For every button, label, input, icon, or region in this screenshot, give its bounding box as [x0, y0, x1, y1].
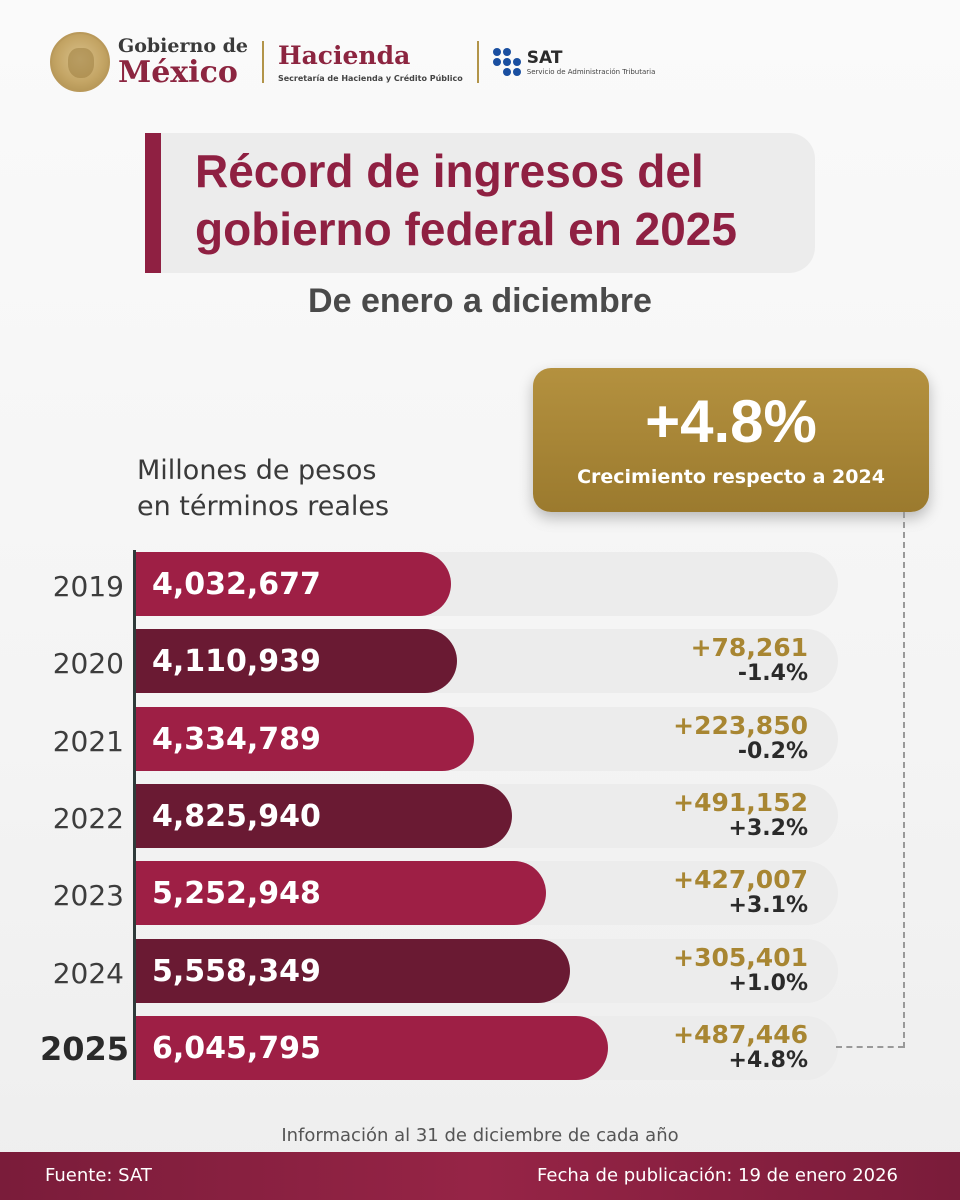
header-logos: Gobierno de México Hacienda Secretaría d…	[50, 30, 655, 94]
delta-absolute: +305,401	[673, 942, 808, 972]
bar-value-label: 4,032,677	[152, 567, 321, 602]
footer-source: Fuente: SAT	[45, 1165, 152, 1186]
sat-line2: Servicio de Administración Tributaria	[526, 68, 656, 76]
sat-dots-icon	[492, 48, 521, 76]
chart-row: 2020 4,110,939 +78,261 -1.4%	[0, 629, 960, 694]
year-label: 2019	[52, 570, 124, 603]
units-line2: en términos reales	[137, 491, 390, 522]
delta-annotation: +427,007 +3.1%	[673, 867, 808, 919]
units-line1: Millones de pesos	[137, 455, 377, 486]
bar-value-label: 5,558,349	[152, 953, 321, 989]
delta-absolute: +487,446	[673, 1019, 808, 1049]
bar-value-label: 4,334,789	[152, 721, 321, 757]
revenue-bar	[136, 706, 475, 771]
hacienda-line2: Secretaría de Hacienda y Crédito Público	[277, 74, 463, 83]
logo-divider	[476, 41, 479, 83]
logo-divider	[261, 41, 264, 83]
year-label: 2022	[52, 801, 124, 835]
revenue-bar	[136, 783, 513, 848]
delta-percent: -0.2%	[737, 738, 808, 764]
year-label: 2024	[52, 956, 124, 990]
delta-percent: +3.2%	[728, 815, 808, 841]
growth-value: +4.8%	[645, 388, 817, 455]
sat-line1: SAT	[526, 48, 563, 68]
delta-annotation: +78,261 -1.4%	[691, 635, 808, 687]
year-label: 2023	[52, 879, 124, 913]
chart-row: 2021 4,334,789 +223,850 -0.2%	[0, 706, 960, 771]
title-accent-bar	[145, 133, 161, 273]
delta-percent: +1.0%	[728, 970, 808, 996]
chart-row: 2023 5,252,948 +427,007 +3.1%	[0, 861, 960, 926]
bar-value-label: 4,110,939	[152, 644, 321, 680]
delta-annotation: +223,850 -0.2%	[673, 710, 808, 765]
bar-value-label: 6,045,795	[152, 1030, 321, 1066]
connector-line	[903, 512, 905, 1048]
delta-absolute: +78,261	[690, 633, 808, 663]
title-line1: Récord de ingresos del	[195, 145, 704, 197]
footer-date: Fecha de publicación: 19 de enero 2026	[537, 1165, 898, 1186]
bar-value-label: 4,825,940	[152, 798, 321, 834]
bar-value-label: 5,252,948	[152, 876, 321, 912]
hacienda-logo: Hacienda Secretaría de Hacienda y Crédit…	[278, 41, 463, 83]
chart-axis	[133, 550, 136, 1080]
year-label: 2020	[52, 647, 124, 681]
sat-logo: SAT Servicio de Administración Tributari…	[492, 48, 656, 76]
footnote: Información al 31 de diciembre de cada a…	[281, 1125, 679, 1146]
gobierno-line1: Gobierno de	[118, 34, 248, 57]
year-label: 2025	[40, 1029, 130, 1068]
delta-percent: -1.4%	[737, 661, 808, 687]
delta-annotation: +305,401 +1.0%	[673, 942, 808, 997]
hacienda-line1: Hacienda	[277, 41, 411, 70]
delta-percent: +4.8%	[728, 1047, 808, 1073]
chart-row: 2022 4,825,940 +491,152 +3.2%	[0, 783, 960, 848]
footer-bar: Fuente: SAT Fecha de publicación: 19 de …	[0, 1152, 960, 1200]
growth-label: Crecimiento respecto a 2024	[577, 466, 885, 488]
connector-line	[836, 1046, 904, 1048]
revenue-bar	[136, 938, 570, 1003]
delta-absolute: +491,152	[673, 787, 808, 817]
delta-percent: +3.1%	[728, 893, 808, 919]
revenue-bar	[136, 629, 457, 694]
revenue-bar	[136, 861, 546, 926]
delta-absolute: +427,007	[673, 865, 808, 895]
chart-row: 2024 5,558,349 +305,401 +1.0%	[0, 938, 960, 1003]
units-label: Millones de pesos en términos reales	[137, 453, 389, 525]
national-seal-icon	[50, 32, 110, 92]
growth-badge: +4.8% Crecimiento respecto a 2024	[533, 368, 929, 512]
delta-annotation: +491,152 +3.2%	[673, 787, 808, 842]
page-title: Récord de ingresos del gobierno federal …	[195, 142, 815, 258]
delta-annotation: +487,446 +4.8%	[673, 1019, 808, 1074]
gobierno-line2: México	[118, 54, 238, 90]
chart-row: 2025 6,045,795 +487,446 +4.8%	[0, 1015, 960, 1080]
revenue-bar	[136, 552, 451, 616]
page-subtitle: De enero a diciembre	[308, 282, 652, 320]
revenue-bar	[136, 1015, 608, 1080]
title-line2: gobierno federal en 2025	[195, 203, 737, 255]
title-box	[145, 133, 815, 273]
year-label: 2021	[52, 724, 124, 758]
delta-absolute: +223,850	[673, 710, 808, 740]
chart-row: 2019 4,032,677	[0, 552, 960, 616]
gobierno-logo: Gobierno de México	[118, 34, 248, 90]
